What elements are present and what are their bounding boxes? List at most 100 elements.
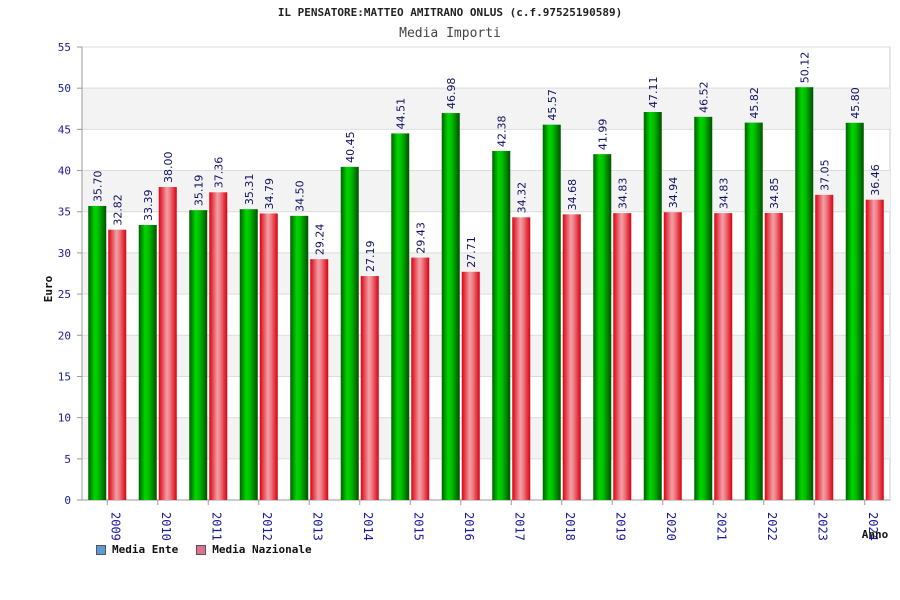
bar-media-ente [694,116,713,500]
x-tick-label: 2022 [765,512,779,541]
value-label-media-ente: 40.45 [344,131,357,163]
x-axis-label: Anno [862,528,889,541]
x-tick-label: 2018 [563,512,577,541]
bar-media-ente [189,210,208,501]
x-tick-label: 2020 [664,512,678,541]
x-tick-label: 2023 [815,512,829,541]
value-label-media-ente: 35.70 [91,170,104,202]
bar-media-nazionale [411,257,430,500]
bar-media-ente [492,150,511,500]
bar-media-ente [290,215,309,500]
bar-media-nazionale [209,192,228,500]
bar-media-nazionale [562,214,581,500]
x-tick-label: 2012 [260,512,274,541]
value-label-media-ente: 47.11 [647,76,660,108]
x-tick-label: 2019 [613,512,627,541]
legend: Media Ente Media Nazionale [96,543,312,556]
bar-media-nazionale [360,276,379,500]
value-label-media-nazionale: 34.83 [717,178,730,210]
x-tick-label: 2010 [159,512,173,541]
value-label-media-nazionale: 27.71 [465,236,478,268]
value-label-media-nazionale: 37.05 [818,159,831,191]
x-tick-label: 2024 [866,512,880,541]
value-label-media-ente: 45.80 [849,87,862,119]
bar-media-nazionale [108,229,127,500]
x-tick-label: 2014 [361,512,375,541]
y-tick-label: 0 [64,494,71,507]
bar-media-nazionale [461,271,480,500]
value-label-media-nazionale: 29.43 [414,222,427,254]
value-label-media-nazionale: 32.82 [111,194,124,226]
bar-media-nazionale [613,213,632,501]
y-tick-label: 45 [58,123,71,136]
legend-label-ente: Media Ente [112,543,179,556]
value-label-media-ente: 33.39 [142,189,155,221]
value-label-media-nazionale: 34.85 [768,177,781,209]
bar-media-nazionale [865,199,884,500]
bar-media-nazionale [764,212,783,501]
bar-media-ente [138,224,157,500]
x-tick-label: 2013 [310,512,324,541]
bars [88,87,884,501]
bar-media-nazionale [815,194,834,501]
bar-media-ente [795,87,814,500]
bar-media-nazionale [259,213,278,500]
value-label-media-ente: 44.51 [394,98,407,130]
y-tick-label: 10 [58,412,71,425]
bar-media-nazionale [310,259,329,500]
legend-item-ente: Media Ente [96,543,178,556]
y-tick-label: 30 [58,247,71,260]
bar-media-ente [340,166,359,500]
value-label-media-ente: 42.38 [495,115,508,147]
value-label-media-nazionale: 34.32 [515,182,528,214]
value-label-media-ente: 35.31 [243,174,256,206]
x-tick-label: 2021 [714,512,728,541]
value-label-media-nazionale: 27.19 [364,241,377,273]
legend-swatch-nazionale [196,544,207,555]
legend-item-nazionale: Media Nazionale [196,543,312,556]
tick-labels: 0 5 10 15 20 25 30 35 40 45 50 55 2009 2010 2011 2012 20… [58,41,880,541]
value-label-media-nazionale: 34.94 [667,177,680,209]
x-tick-label: 2015 [411,512,425,541]
value-label-media-ente: 46.98 [445,78,458,110]
bar-media-ente [542,124,561,500]
bar-media-nazionale [158,187,177,500]
value-label-media-ente: 34.50 [293,180,306,212]
y-tick-label: 55 [58,41,71,54]
value-label-media-nazionale: 36.46 [869,164,882,196]
y-tick-label: 20 [58,329,71,342]
bar-media-nazionale [663,212,682,501]
x-tick-label: 2011 [209,512,223,541]
value-label-media-ente: 46.52 [697,81,710,113]
bar-media-ente [744,122,763,501]
y-axis-label: Euro [42,275,55,302]
bar-media-ente [845,122,864,501]
value-label-media-ente: 35.19 [192,175,205,207]
y-tick-label: 5 [64,453,71,466]
y-tick-label: 40 [58,165,71,178]
value-label-media-ente: 45.82 [748,87,761,119]
legend-swatch-ente [96,544,106,555]
chart-title: IL PENSATORE:MATTEO AMITRANO ONLUS (c.f.… [277,6,623,19]
value-label-media-ente: 41.99 [596,119,609,151]
value-label-media-nazionale: 38.00 [162,152,175,184]
bar-media-ente [239,209,258,500]
value-label-media-ente: 50.12 [798,52,811,84]
y-tick-label: 50 [58,82,71,95]
bar-media-ente [643,111,662,500]
bar-media-ente [441,113,460,500]
chart-subtitle: Media Importi [399,26,501,41]
x-tick-label: 2016 [462,512,476,541]
legend-label-nazionale: Media Nazionale [212,543,312,556]
value-label-media-nazionale: 34.68 [566,179,579,211]
x-tick-label: 2009 [108,512,122,541]
x-tick-label: 2017 [512,512,526,541]
bar-media-nazionale [512,217,531,500]
value-label-media-nazionale: 29.24 [313,224,326,256]
value-labels: 35.70 32.82 33.39 38.00 35.19 37.36 35.31 34.79… [91,52,882,272]
y-tick-label: 15 [58,370,71,383]
grid-band [82,88,890,130]
value-label-media-nazionale: 34.83 [616,178,629,210]
y-tick-label: 35 [58,206,71,219]
